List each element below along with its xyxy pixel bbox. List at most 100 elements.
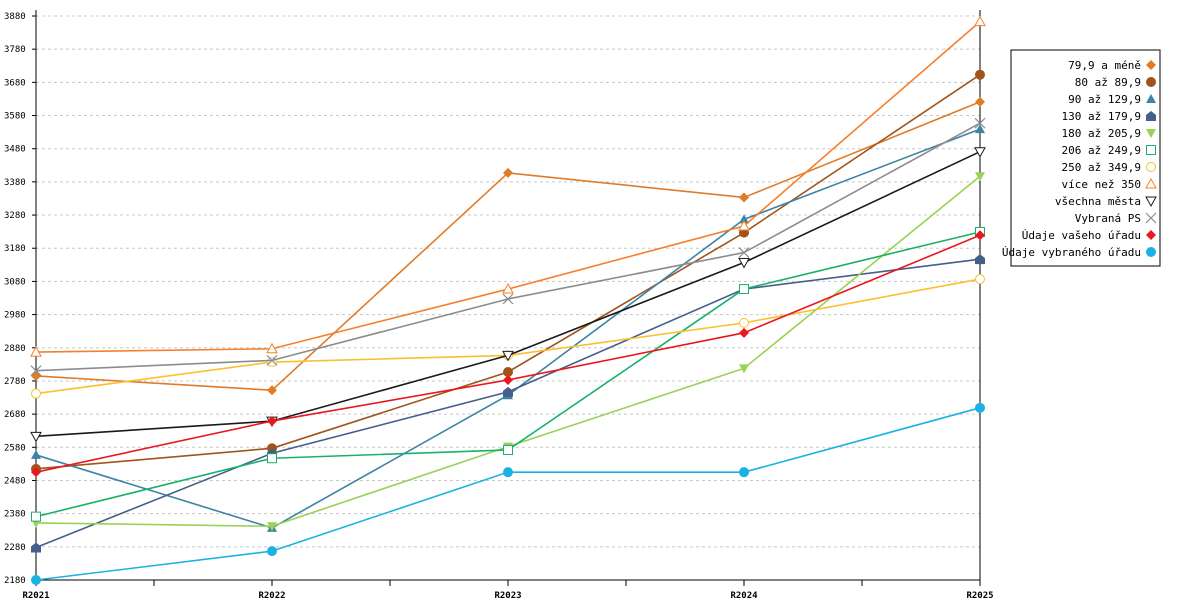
data-point [503, 386, 513, 397]
data-point [739, 192, 749, 203]
series-line [35, 21, 981, 353]
grid-lines [36, 15, 980, 548]
legend-marker [1146, 145, 1156, 155]
legend-marker [1145, 196, 1157, 208]
marker-stroke [974, 117, 986, 129]
legend-entry-label: 180 až 205,9 [1062, 127, 1141, 140]
data-point [31, 575, 41, 585]
data-point [975, 96, 985, 107]
data-point [974, 15, 986, 27]
data-point [267, 546, 277, 557]
data-point [267, 453, 277, 464]
data-point [974, 147, 986, 158]
series-line [35, 407, 981, 581]
legend-marker [1146, 247, 1156, 257]
marker-stroke [1145, 212, 1157, 224]
y-tick-label: 3080 [4, 277, 26, 287]
data-point [30, 346, 42, 357]
data-point [502, 283, 514, 294]
legend-entry-label: více než 350 [1062, 178, 1141, 191]
x-tick-label: R2023 [494, 591, 521, 600]
y-tick-label: 2980 [4, 311, 26, 321]
y-tick-label: 3280 [4, 211, 26, 221]
data-point [503, 467, 513, 478]
data-point [31, 388, 41, 399]
data-point [975, 254, 985, 265]
data-point [503, 444, 513, 455]
data-point [739, 327, 749, 338]
x-tick-label: R2024 [730, 591, 758, 600]
data-point [502, 293, 514, 305]
data-point [267, 416, 277, 427]
data-point [30, 431, 42, 443]
legend-marker [1146, 230, 1156, 240]
data-point [502, 350, 514, 362]
y-tick-label: 2880 [4, 344, 26, 354]
marker-stroke [266, 354, 278, 366]
data-point [975, 172, 985, 182]
data-point [31, 449, 41, 459]
legend-entry-label: 80 až 89,9 [1075, 76, 1141, 89]
data-point [267, 385, 277, 396]
data-point [739, 317, 749, 328]
data-point [267, 522, 277, 532]
data-point [503, 374, 513, 385]
series-0 [31, 96, 985, 396]
data-point [739, 214, 749, 224]
y-tick-label: 2680 [4, 410, 26, 420]
legend-marker [1146, 60, 1156, 70]
y-tick-label: 3780 [4, 45, 26, 55]
legend: 79,9 a méně 80 až 89,9 90 až 129,9 130 až 1… [1002, 49, 1161, 267]
legend-entry-label: Údaje vašeho úřadu [1022, 229, 1141, 242]
legend-entry-label: 130 až 179,9 [1062, 110, 1141, 123]
data-point [31, 511, 41, 522]
series-11 [31, 402, 985, 585]
y-tick-label: 3480 [4, 145, 26, 155]
y-tick-label: 3680 [4, 78, 26, 88]
data-point [975, 230, 985, 241]
legend-marker [1146, 77, 1156, 87]
series-line [35, 74, 981, 470]
data-point [738, 219, 750, 231]
y-tick-label: 3880 [4, 12, 26, 22]
y-tick-label: 3580 [4, 112, 26, 122]
series-line [35, 122, 981, 372]
y-tick-label: 3180 [4, 244, 26, 254]
data-point [738, 258, 750, 269]
series-10 [31, 230, 985, 478]
legend-entry-label: Vybraná PS [1075, 212, 1141, 225]
y-tick-label: 2280 [4, 543, 26, 553]
legend-marker [1146, 94, 1156, 103]
x-tick-label: R2021 [22, 591, 49, 600]
y-tick-label: 2480 [4, 476, 26, 486]
series-line [35, 258, 981, 549]
x-tick-label: R2025 [966, 591, 993, 600]
y-tick-label: 2380 [4, 510, 26, 520]
data-point [266, 342, 278, 354]
series-1 [31, 69, 985, 474]
series-lines [30, 15, 986, 585]
legend-marker [1145, 212, 1157, 224]
legend-entry-label: Údaje vybraného úřadu [1002, 246, 1141, 259]
data-point [503, 167, 513, 178]
legend-marker [1145, 177, 1157, 189]
legend-entry-label: všechna města [1055, 195, 1141, 208]
legend-box [1010, 49, 1161, 267]
legend-marker [1146, 162, 1156, 172]
data-point [31, 542, 41, 553]
x-tick-label: R2022 [258, 591, 285, 600]
legend-marker [1146, 111, 1156, 121]
data-point [739, 467, 749, 478]
marker-stroke [502, 293, 514, 305]
y-tick-label: 2180 [4, 576, 26, 586]
legend-entry-label: 250 až 349,9 [1062, 161, 1141, 174]
legend-marker [1146, 129, 1156, 138]
data-point [30, 365, 42, 377]
y-tick-label: 3380 [4, 178, 26, 188]
data-point [31, 467, 41, 478]
data-point [974, 117, 986, 129]
data-point [975, 124, 985, 134]
y-tick-label: 2580 [4, 443, 26, 453]
series-9 [30, 117, 986, 377]
